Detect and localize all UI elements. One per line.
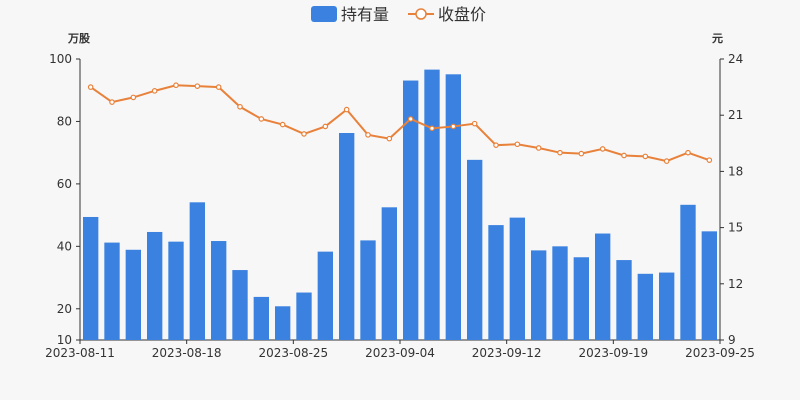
price-point[interactable] xyxy=(663,158,670,164)
price-point[interactable] xyxy=(343,106,350,113)
price-point[interactable] xyxy=(322,123,329,130)
price-point[interactable] xyxy=(386,135,393,142)
price-point[interactable] xyxy=(535,145,542,151)
price-point[interactable] xyxy=(151,88,158,94)
legend[interactable]: 持有量 收盘价 xyxy=(311,5,486,24)
left-tick-label: 100 xyxy=(49,52,72,66)
bar-holding[interactable] xyxy=(616,260,632,340)
right-y-axis-ticks: 9 12 15 18 21 24 xyxy=(720,52,743,347)
price-line xyxy=(90,84,710,163)
price-point[interactable] xyxy=(237,103,243,110)
x-tick-label: 2023-09-12 xyxy=(472,346,542,360)
x-tick-label: 2023-08-18 xyxy=(152,346,222,360)
price-point[interactable] xyxy=(685,149,691,156)
bar-holding[interactable] xyxy=(210,241,227,340)
bar-holding[interactable] xyxy=(402,80,419,340)
x-tick-label: 2023-09-25 xyxy=(685,346,755,360)
price-point[interactable] xyxy=(706,157,713,163)
x-tick-label: 2023-09-19 xyxy=(578,346,648,360)
price-point[interactable] xyxy=(173,82,179,89)
left-y-axis-ticks: 10 20 40 60 80 100 xyxy=(49,52,80,347)
x-axis-ticks: 2023-08-11 2023-08-18 2023-08-25 2023-09-04… xyxy=(45,340,755,360)
bar-holding[interactable] xyxy=(509,217,526,340)
bar-holding[interactable] xyxy=(296,292,312,340)
price-point[interactable] xyxy=(279,121,286,128)
bar-holding[interactable] xyxy=(232,270,248,340)
right-tick-label: 18 xyxy=(728,164,743,178)
bar-holding[interactable] xyxy=(488,225,504,340)
left-tick-label: 40 xyxy=(57,239,72,253)
bar-holding[interactable] xyxy=(253,296,270,340)
price-point[interactable] xyxy=(365,132,371,138)
left-tick-label: 60 xyxy=(57,177,72,191)
bar-holding[interactable] xyxy=(552,246,568,340)
bar-holding[interactable] xyxy=(104,242,120,340)
right-tick-label: 15 xyxy=(728,221,743,235)
bar-holding[interactable] xyxy=(658,272,675,340)
price-point[interactable] xyxy=(301,131,307,137)
price-point[interactable] xyxy=(407,116,414,122)
bar-holding[interactable] xyxy=(360,240,376,340)
bar-holding[interactable] xyxy=(338,133,355,340)
price-point[interactable] xyxy=(450,123,457,130)
bar-holding[interactable] xyxy=(594,233,611,340)
price-point[interactable] xyxy=(514,141,521,148)
bar-holding[interactable] xyxy=(146,231,163,340)
price-point[interactable] xyxy=(429,125,435,132)
legend-line-marker[interactable] xyxy=(415,8,427,20)
right-tick-label: 12 xyxy=(728,277,743,291)
bar-holding[interactable] xyxy=(381,207,398,340)
left-tick-label: 10 xyxy=(57,333,72,347)
bar-holding[interactable] xyxy=(445,74,462,341)
price-point[interactable] xyxy=(258,116,265,122)
price-point[interactable] xyxy=(621,152,627,159)
price-point[interactable] xyxy=(578,150,585,157)
right-tick-label: 9 xyxy=(728,333,736,347)
bar-holding[interactable] xyxy=(189,202,206,340)
bar-holding[interactable] xyxy=(701,231,718,340)
bar-holding[interactable] xyxy=(424,69,440,341)
left-tick-label: 20 xyxy=(57,302,72,316)
bar-holding[interactable] xyxy=(274,306,291,340)
price-point[interactable] xyxy=(87,84,94,90)
price-point[interactable] xyxy=(642,153,649,160)
bar-holding[interactable] xyxy=(530,250,547,340)
bar-holding[interactable] xyxy=(466,159,483,340)
price-point[interactable] xyxy=(194,83,201,89)
price-point[interactable] xyxy=(109,99,115,105)
price-point[interactable] xyxy=(471,120,478,127)
price-point[interactable] xyxy=(215,84,222,90)
right-tick-label: 24 xyxy=(728,52,743,66)
price-point[interactable] xyxy=(493,142,499,148)
x-tick-label: 2023-09-04 xyxy=(365,346,435,360)
legend-bar-label[interactable]: 持有量 xyxy=(341,5,389,24)
left-tick-label: 80 xyxy=(57,114,72,128)
bar-holding[interactable] xyxy=(573,257,590,340)
price-point[interactable] xyxy=(599,146,606,152)
bar-holding[interactable] xyxy=(168,241,184,340)
price-point[interactable] xyxy=(557,149,563,156)
bar-series xyxy=(82,69,718,341)
x-tick-label: 2023-08-25 xyxy=(258,346,328,360)
bar-holding[interactable] xyxy=(317,251,334,340)
legend-line-label[interactable]: 收盘价 xyxy=(438,5,486,24)
right-tick-label: 21 xyxy=(728,108,743,122)
left-axis-unit: 万股 xyxy=(67,32,91,45)
right-axis-unit: 元 xyxy=(712,32,723,45)
bar-holding[interactable] xyxy=(125,249,142,340)
x-tick-label: 2023-08-11 xyxy=(45,346,115,360)
legend-bar-swatch[interactable] xyxy=(311,6,337,22)
line-series xyxy=(87,82,713,164)
bar-holding[interactable] xyxy=(82,216,99,340)
price-point[interactable] xyxy=(130,94,137,101)
bar-holding[interactable] xyxy=(680,204,696,340)
bar-holding[interactable] xyxy=(637,273,654,340)
